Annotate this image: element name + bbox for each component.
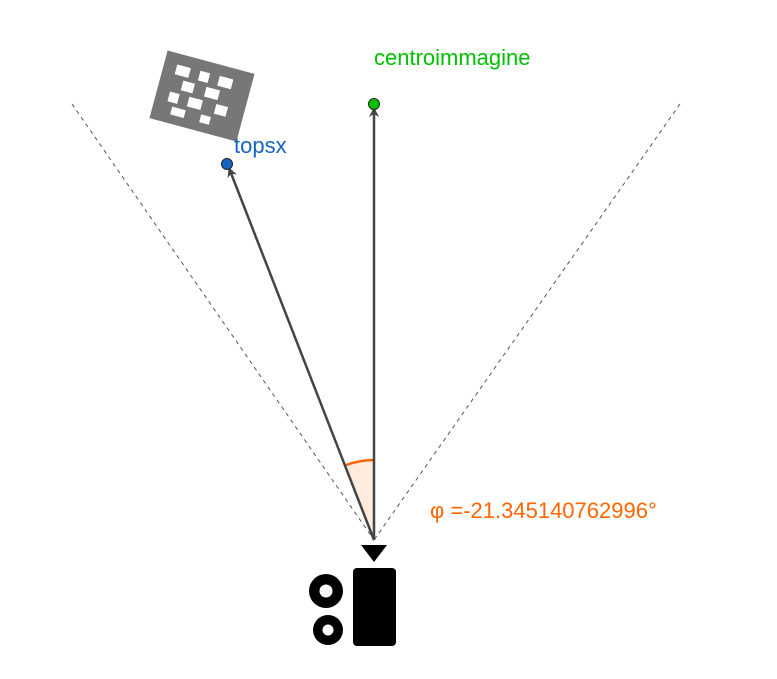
camera-body	[353, 568, 396, 646]
vector-to-topsx	[227, 167, 376, 541]
fov-left-line	[71, 103, 375, 541]
label-centroimmagine: centroimmagine	[374, 45, 531, 70]
point-topsx[interactable]	[221, 158, 233, 170]
aruco-marker-icon	[149, 50, 255, 142]
label-topsx: topsx	[234, 133, 287, 158]
camera-lens	[361, 545, 387, 562]
label-angle-phi: φ =-21.345140762996°	[430, 498, 657, 523]
point-centroimmagine[interactable]	[368, 98, 380, 110]
fov-right-line	[373, 103, 681, 541]
camera-icon	[309, 545, 396, 646]
